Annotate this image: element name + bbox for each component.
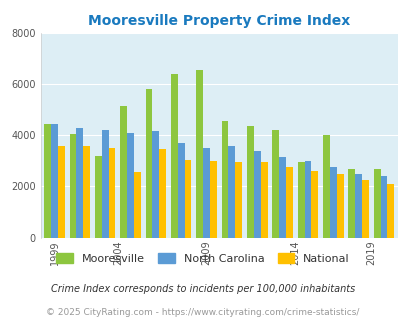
- Bar: [361, 180, 368, 238]
- Bar: [379, 176, 386, 238]
- Bar: [221, 121, 228, 238]
- Bar: [297, 162, 304, 238]
- Bar: [209, 161, 216, 238]
- Bar: [279, 157, 285, 238]
- Bar: [272, 130, 279, 238]
- Bar: [336, 174, 343, 238]
- Bar: [260, 162, 267, 238]
- Bar: [311, 171, 318, 238]
- Bar: [177, 143, 184, 238]
- Bar: [58, 146, 65, 238]
- Bar: [322, 135, 329, 238]
- Bar: [386, 184, 393, 238]
- Bar: [95, 156, 102, 238]
- Bar: [235, 162, 241, 238]
- Bar: [109, 148, 115, 238]
- Bar: [304, 161, 311, 238]
- Bar: [76, 128, 83, 238]
- Bar: [127, 133, 134, 238]
- Bar: [285, 167, 292, 238]
- Bar: [152, 131, 159, 238]
- Text: Crime Index corresponds to incidents per 100,000 inhabitants: Crime Index corresponds to incidents per…: [51, 284, 354, 294]
- Bar: [102, 130, 109, 238]
- Bar: [69, 134, 76, 238]
- Bar: [51, 124, 58, 238]
- Bar: [253, 150, 260, 238]
- Bar: [159, 149, 166, 238]
- Bar: [44, 124, 51, 238]
- Bar: [246, 126, 253, 238]
- Bar: [196, 70, 202, 238]
- Bar: [171, 74, 177, 238]
- Text: © 2025 CityRating.com - https://www.cityrating.com/crime-statistics/: © 2025 CityRating.com - https://www.city…: [46, 308, 359, 317]
- Title: Mooresville Property Crime Index: Mooresville Property Crime Index: [88, 14, 350, 28]
- Legend: Mooresville, North Carolina, National: Mooresville, North Carolina, National: [53, 250, 352, 267]
- Bar: [120, 106, 127, 238]
- Bar: [184, 160, 191, 238]
- Bar: [145, 89, 152, 238]
- Bar: [329, 167, 336, 238]
- Bar: [373, 169, 379, 238]
- Bar: [228, 146, 235, 238]
- Bar: [134, 172, 141, 238]
- Bar: [202, 148, 209, 238]
- Bar: [347, 169, 354, 238]
- Bar: [83, 146, 90, 238]
- Bar: [354, 174, 361, 238]
